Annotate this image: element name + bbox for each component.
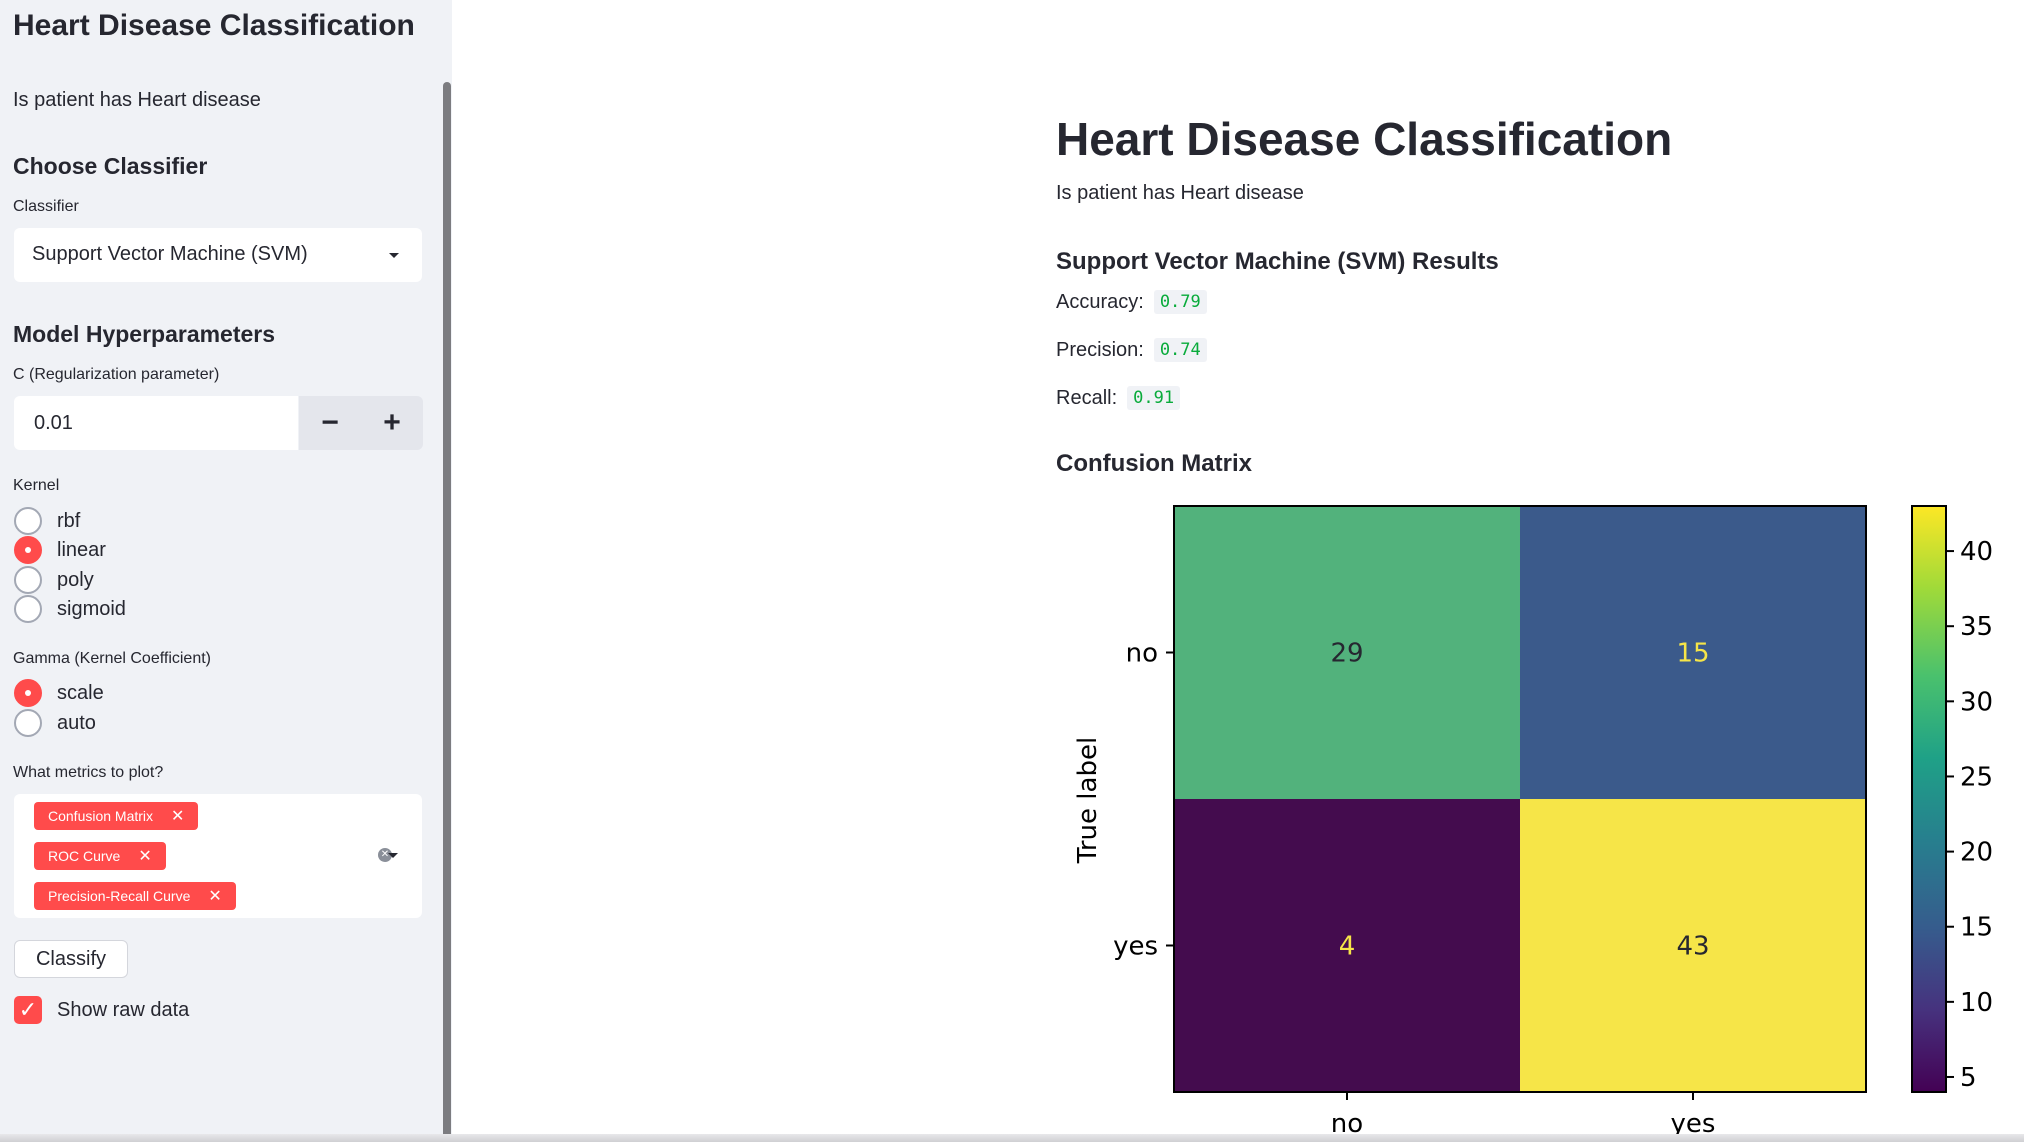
kernel-label: Kernel	[13, 477, 60, 494]
radio-selected-icon[interactable]	[14, 536, 42, 564]
classify-button[interactable]: Classify	[14, 940, 128, 978]
cell-value-1-1: 43	[1676, 932, 1709, 962]
c-input[interactable]: 0.01	[14, 396, 298, 450]
y-tick-label: no	[1126, 639, 1158, 669]
accuracy-value: 0.79	[1153, 290, 1207, 314]
matrix-frame	[1173, 505, 1867, 1093]
clear-all-icon[interactable]: ✕	[378, 848, 392, 862]
radio-icon[interactable]	[14, 507, 42, 535]
colorbar-tick-label: 35	[1960, 612, 1993, 642]
close-icon[interactable]: ✕	[138, 848, 152, 865]
metric-tag-precision-recall: Precision-Recall Curve ✕	[34, 882, 236, 910]
recall-row: Recall: 0.91	[1056, 384, 1181, 412]
matrix-cell-1-0	[1174, 799, 1520, 1092]
sidebar-title: Heart Disease Classification	[13, 9, 415, 42]
sidebar-scrollbar[interactable]	[443, 82, 451, 1142]
classifier-select[interactable]: Support Vector Machine (SVM)	[14, 228, 422, 282]
kernel-option-label: linear	[57, 538, 106, 561]
metric-tag-label: Precision-Recall Curve	[48, 888, 191, 904]
matrix-cell-0-0	[1174, 506, 1520, 799]
colorbar-tick-label: 5	[1960, 1063, 1977, 1093]
metric-tag-confusion-matrix: Confusion Matrix ✕	[34, 802, 199, 830]
colorbar	[1911, 505, 1947, 1093]
choose-classifier-heading: Choose Classifier	[13, 153, 208, 179]
gamma-option-label: auto	[57, 711, 96, 734]
chevron-down-icon[interactable]	[388, 853, 398, 858]
x-tick-label: no	[1331, 1109, 1363, 1134]
show-raw-data-label: Show raw data	[57, 998, 190, 1021]
gamma-label: Gamma (Kernel Coefficient)	[13, 650, 211, 667]
x-tick-label: yes	[1671, 1109, 1716, 1134]
recall-value: 0.91	[1127, 386, 1181, 410]
gamma-option-scale[interactable]: scale	[14, 679, 104, 707]
colorbar-tick-label: 25	[1960, 762, 1993, 792]
colorbar-tick-label: 30	[1960, 687, 1993, 717]
colorbar-tick-label: 10	[1960, 988, 1993, 1018]
precision-label: Precision:	[1056, 338, 1144, 361]
classifier-label: Classifier	[13, 198, 79, 215]
accuracy-label: Accuracy:	[1056, 290, 1144, 313]
kernel-option-poly[interactable]: poly	[14, 566, 94, 594]
radio-icon[interactable]	[14, 595, 42, 623]
results-heading: Support Vector Machine (SVM) Results	[1056, 248, 1499, 275]
decrement-button[interactable]: −	[299, 396, 361, 450]
kernel-option-label: poly	[57, 568, 94, 591]
cell-value-0-0: 29	[1330, 639, 1363, 669]
window-bottom-edge	[0, 1134, 2024, 1142]
gamma-option-auto[interactable]: auto	[14, 709, 96, 737]
c-input-value: 0.01	[34, 412, 73, 434]
hyperparameters-heading: Model Hyperparameters	[13, 321, 276, 347]
cell-value-1-0: 4	[1339, 932, 1356, 962]
kernel-option-linear[interactable]: linear	[14, 536, 106, 564]
confusion-matrix-heading: Confusion Matrix	[1056, 450, 1252, 477]
kernel-option-label: sigmoid	[57, 597, 126, 620]
close-icon[interactable]: ✕	[208, 888, 222, 905]
y-axis-label: True label	[1073, 737, 1103, 864]
accuracy-row: Accuracy: 0.79	[1056, 288, 1207, 316]
y-tick-label: yes	[1113, 932, 1158, 962]
radio-selected-icon[interactable]	[14, 679, 42, 707]
radio-icon[interactable]	[14, 566, 42, 594]
recall-label: Recall:	[1056, 386, 1118, 409]
precision-row: Precision: 0.74	[1056, 336, 1207, 364]
colorbar-tick-label: 15	[1960, 913, 1993, 943]
matrix-cell-0-1	[1520, 506, 1866, 799]
metrics-multiselect[interactable]: Confusion Matrix ✕ ROC Curve ✕ Precision…	[14, 794, 422, 918]
colorbar-tick-label: 20	[1960, 838, 1993, 868]
radio-icon[interactable]	[14, 709, 42, 737]
classifier-select-value: Support Vector Machine (SVM)	[32, 243, 308, 265]
confusion-matrix-chart: 29 15 4 43 no yes no yes True label 5 10 15 20 25…	[1073, 505, 1993, 1134]
page-title: Heart Disease Classification	[1056, 113, 1673, 165]
metric-tag-label: Confusion Matrix	[48, 808, 154, 824]
gamma-option-label: scale	[57, 681, 104, 704]
chevron-down-icon	[389, 253, 399, 258]
kernel-option-sigmoid[interactable]: sigmoid	[14, 595, 126, 623]
colorbar-tick-label: 40	[1960, 537, 1993, 567]
close-icon[interactable]: ✕	[171, 808, 185, 825]
metric-tag-roc-curve: ROC Curve ✕	[34, 842, 166, 870]
kernel-option-rbf[interactable]: rbf	[14, 507, 80, 535]
cell-value-0-1: 15	[1676, 639, 1709, 669]
sidebar-subtitle: Is patient has Heart disease	[13, 89, 261, 111]
metric-tag-label: ROC Curve	[48, 848, 121, 864]
matrix-cell-1-1	[1520, 799, 1866, 1092]
show-raw-data-checkbox[interactable]: ✓ Show raw data	[14, 996, 189, 1024]
c-label: C (Regularization parameter)	[13, 366, 220, 383]
kernel-option-label: rbf	[57, 509, 81, 532]
sidebar: Heart Disease Classification Is patient …	[0, 0, 452, 1142]
precision-value: 0.74	[1153, 338, 1207, 362]
metrics-label: What metrics to plot?	[13, 764, 164, 781]
page-subtitle: Is patient has Heart disease	[1056, 182, 1304, 204]
increment-button[interactable]: +	[361, 396, 423, 450]
checkmark-icon[interactable]: ✓	[14, 996, 42, 1024]
